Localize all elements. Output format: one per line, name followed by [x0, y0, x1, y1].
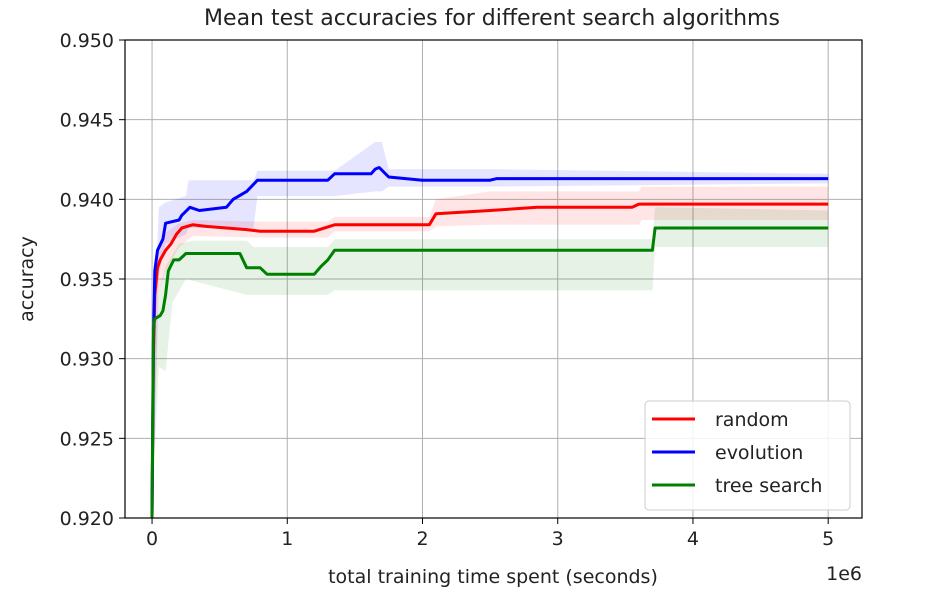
y-tick-label: 0.930 — [60, 349, 114, 371]
tree-search-series-line — [150, 226, 829, 519]
y-tick-label: 0.945 — [60, 110, 114, 132]
y-tick-label: 0.925 — [60, 428, 114, 450]
legend: random evolution tree search — [644, 400, 851, 511]
x-tick-label: 1 — [281, 528, 293, 550]
x-tick-label: 5 — [822, 528, 834, 550]
x-axis-ticks: 0 1 2 3 4 5 — [146, 518, 834, 550]
random-series-line — [150, 202, 829, 519]
x-axis-label: total training time spent (seconds) — [328, 566, 658, 588]
chart-title: Mean test accuracies for different searc… — [204, 6, 780, 31]
random-confidence-band — [152, 186, 829, 518]
legend-label-tree-search: tree search — [715, 475, 822, 497]
tree-search-confidence-band — [152, 207, 829, 519]
x-tick-label: 0 — [146, 528, 158, 550]
y-axis-label: accuracy — [16, 236, 38, 322]
series-lines — [150, 166, 829, 519]
legend-label-random: random — [715, 409, 789, 431]
y-tick-label: 0.935 — [60, 269, 114, 291]
y-tick-label: 0.920 — [60, 508, 114, 530]
x-tick-label: 4 — [687, 528, 699, 550]
y-axis-ticks: 0.920 0.925 0.930 0.935 0.940 0.945 0.950 — [60, 30, 125, 530]
x-tick-label: 3 — [552, 528, 564, 550]
evolution-series-line — [150, 166, 829, 519]
x-tick-label: 2 — [416, 528, 428, 550]
y-tick-label: 0.950 — [60, 30, 114, 52]
y-tick-label: 0.940 — [60, 189, 114, 211]
x-axis-offset-label: 1e6 — [826, 563, 862, 585]
legend-label-evolution: evolution — [715, 442, 803, 464]
legend-box — [644, 400, 851, 511]
